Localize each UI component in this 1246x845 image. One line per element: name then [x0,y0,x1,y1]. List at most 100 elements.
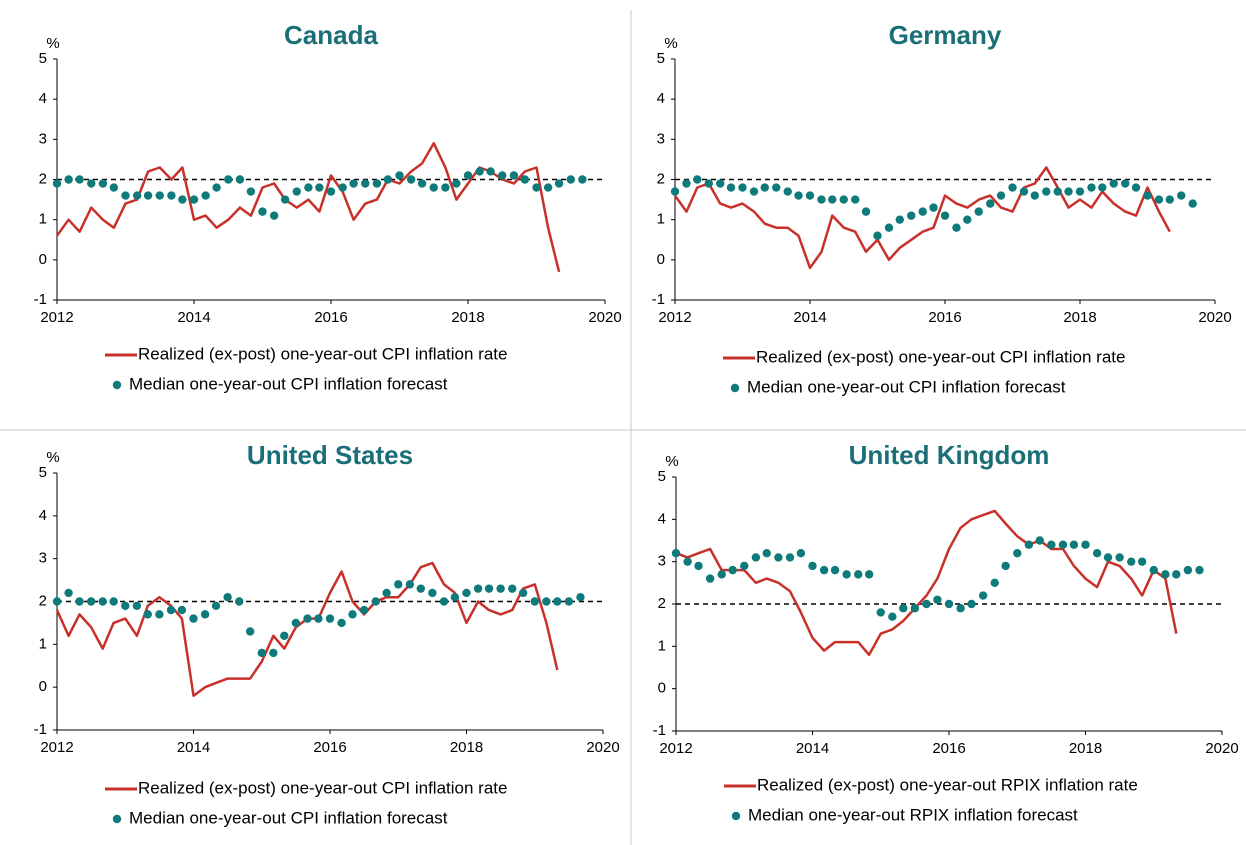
series-marker [394,580,403,589]
series-marker [1172,570,1181,579]
series-marker [189,614,198,623]
series-line [673,166,1171,270]
series-marker [1177,191,1186,200]
series-marker [819,565,829,575]
series-marker [200,610,210,619]
series-marker [751,553,761,562]
series-marker [132,191,142,200]
series-line [55,142,561,273]
series-marker [382,588,391,598]
series-marker [303,614,312,623]
series-marker [439,597,449,606]
series-marker [578,175,587,184]
series-marker [520,175,530,184]
legend-label: Median one-year-out CPI inflation foreca… [129,808,448,827]
series-marker [749,187,759,196]
series-marker [1069,540,1079,549]
series-marker [383,175,393,184]
series-marker [933,595,942,604]
y-tick-label: 1 [657,211,665,228]
series-marker [508,584,517,593]
series-marker [417,179,427,188]
series-marker [861,207,871,216]
x-tick-label: 2012 [40,309,73,326]
series-marker [518,588,528,598]
series-marker [693,175,702,184]
series-marker [828,195,837,204]
series-marker [918,207,927,216]
series-marker [922,599,931,609]
series-marker [1087,183,1096,192]
series-marker [235,175,245,184]
series-marker [884,223,894,232]
series-marker [553,597,562,606]
series-marker [796,549,806,558]
y-unit-label: % [46,35,59,52]
series-marker [132,601,142,610]
series-marker [246,187,256,196]
series-marker [694,561,703,571]
series-marker [326,187,336,196]
x-tick-label: 2012 [659,740,692,757]
series-marker [121,191,130,200]
series-marker [348,610,357,619]
series-marker [75,175,84,184]
x-tick-label: 2018 [1063,309,1096,326]
series-marker [1127,557,1136,566]
series-marker [201,191,210,200]
legend-label: Median one-year-out RPIX inflation forec… [748,805,1078,824]
y-tick-label: -1 [653,722,666,739]
series-marker [121,601,130,610]
series-marker [109,183,119,192]
series-marker [785,553,795,562]
series-marker [760,183,769,192]
series-marker [1183,565,1193,575]
y-tick-label: 0 [658,680,666,697]
y-tick-label: 2 [658,595,666,612]
series-marker [235,597,244,606]
series-marker [371,597,380,606]
y-tick-label: -1 [34,291,47,308]
series-marker [189,195,199,204]
series-marker [682,179,691,188]
y-tick-label: 4 [657,90,665,107]
x-tick-label: 2020 [588,309,621,326]
series-marker [1098,183,1107,192]
series-marker [441,183,450,192]
y-unit-label: % [665,453,678,470]
series-marker [808,561,817,571]
y-tick-label: 3 [39,130,47,147]
series-marker [576,593,585,602]
y-unit-label: % [664,35,677,52]
series-marker [314,614,323,623]
series-marker [967,599,976,609]
x-tick-label: 2018 [1069,740,1102,757]
series-marker [473,584,483,593]
series-marker [543,183,553,192]
series-marker [463,171,473,180]
series-marker [416,584,425,593]
series-marker [542,597,551,606]
y-tick-label: 3 [658,553,666,570]
series-marker [986,199,995,208]
series-marker [670,187,680,196]
series-marker [854,570,863,579]
chart-title: United States [247,440,413,470]
x-tick-label: 2018 [450,739,483,756]
series-marker [1008,183,1017,192]
series-marker [1081,540,1090,549]
series-marker [166,605,176,615]
y-tick-label: -1 [652,291,665,308]
series-marker [258,207,267,216]
series-marker [1001,561,1010,571]
series-marker [1165,195,1174,204]
series-marker [167,191,176,200]
series-marker [291,618,301,628]
series-marker [851,195,860,204]
series-marker [899,604,908,613]
series-marker [429,183,438,192]
series-marker [1092,549,1102,558]
x-tick-label: 2016 [313,739,346,756]
series-marker [830,565,840,575]
